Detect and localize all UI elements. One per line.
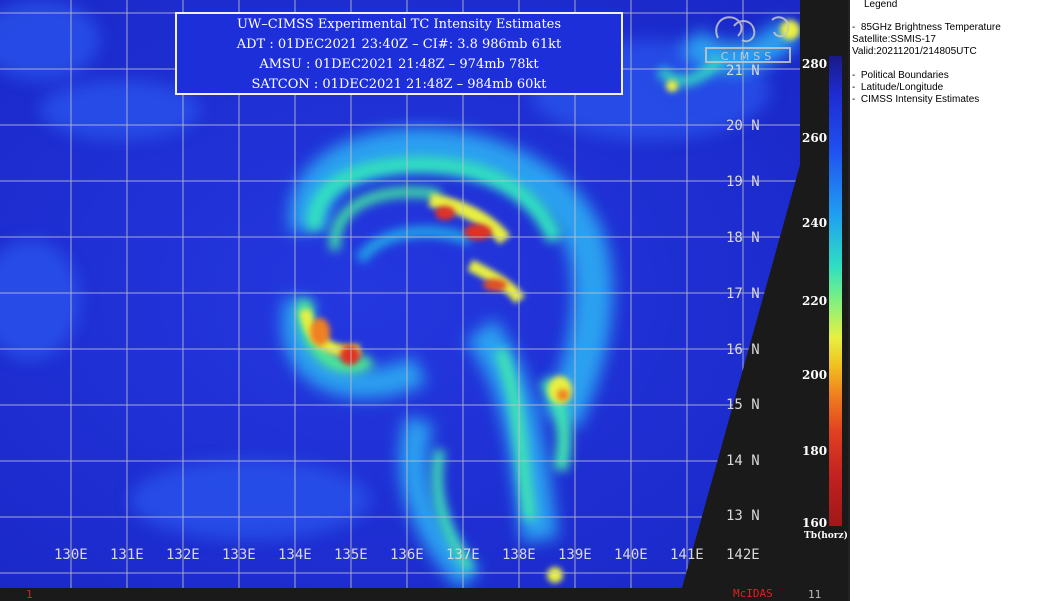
lat-lon-grid xyxy=(0,0,800,588)
colorbar-tick: 220 xyxy=(802,294,828,308)
no-data-swath-edge xyxy=(682,165,800,588)
lon-label: 130E xyxy=(54,547,88,563)
lon-label: 135E xyxy=(334,547,368,563)
longitude-labels: 130E 131E 132E 133E 134E 135E 136E 137E … xyxy=(54,547,760,563)
status-bar xyxy=(0,588,848,601)
satcon-line: SATCON : 01DEC2021 21:48Z – 984mb 60kt xyxy=(251,77,547,92)
colorbar-tick: 180 xyxy=(802,444,828,458)
colorbar xyxy=(829,56,842,526)
software-label: McIDAS xyxy=(733,587,773,600)
adt-line: ADT : 01DEC2021 23:40Z – CI#: 3.8 986mb … xyxy=(236,37,562,52)
lon-label: 140E xyxy=(614,547,648,563)
frame-number: 1 xyxy=(26,588,33,601)
legend-overlay-boundaries: - Political Boundaries xyxy=(852,70,949,81)
colorbar-unit: Tb(horz) xyxy=(804,531,848,541)
corner-number: 11 xyxy=(808,588,822,601)
cimss-logo: CIMSS xyxy=(704,8,800,66)
lon-label: 137E xyxy=(446,547,480,563)
lat-label: 20 N xyxy=(726,118,760,134)
legend-panel: Legend - 85GHz Brightness Temperature Sa… xyxy=(848,0,1052,601)
legend-header: Legend xyxy=(864,0,898,10)
lat-label: 15 N xyxy=(726,397,760,413)
lon-label: 134E xyxy=(278,547,312,563)
amsu-line: AMSU : 01DEC2021 21:48Z – 974mb 78kt xyxy=(259,57,539,72)
colorbar-tick: 160 xyxy=(802,516,828,530)
colorbar-tick: 240 xyxy=(802,216,828,230)
latitude-labels: 21 N 20 N 19 N 18 N 17 N 16 N 15 N 14 N … xyxy=(726,63,760,524)
legend-valid-time: Valid:20211201/214805UTC xyxy=(852,46,977,57)
intensity-estimates-box: UW–CIMSS Experimental TC Intensity Estim… xyxy=(175,12,623,95)
lat-label: 18 N xyxy=(726,230,760,246)
lat-label: 14 N xyxy=(726,453,760,469)
colorbar-tick: 260 xyxy=(802,131,828,145)
lon-label: 138E xyxy=(502,547,536,563)
legend-product: - 85GHz Brightness Temperature xyxy=(852,22,1001,33)
title-line: UW–CIMSS Experimental TC Intensity Estim… xyxy=(236,17,562,32)
lon-label: 141E xyxy=(670,547,704,563)
lat-label: 17 N xyxy=(726,286,760,302)
legend-overlay-intensity: - CIMSS Intensity Estimates xyxy=(852,94,980,105)
colorbar-tick: 200 xyxy=(802,368,828,382)
lon-label: 131E xyxy=(110,547,144,563)
colorbar-panel: 280 260 240 220 200 180 160 Tb(horz) xyxy=(800,0,848,588)
lon-label: 139E xyxy=(558,547,592,563)
lon-label: 142E xyxy=(726,547,760,563)
lat-label: 16 N xyxy=(726,342,760,358)
lon-label: 133E xyxy=(222,547,256,563)
lat-label: 13 N xyxy=(726,508,760,524)
svg-text:CIMSS: CIMSS xyxy=(721,50,775,63)
colorbar-tick: 280 xyxy=(802,57,828,71)
legend-satellite: Satellite:SSMIS-17 xyxy=(852,34,936,45)
lat-label: 19 N xyxy=(726,174,760,190)
satellite-imagery-map: 21 N 20 N 19 N 18 N 17 N 16 N 15 N 14 N … xyxy=(0,0,800,588)
legend-overlay-latlon: - Latitude/Longitude xyxy=(852,82,944,93)
lat-label: 21 N xyxy=(726,63,760,79)
lon-label: 136E xyxy=(390,547,424,563)
lon-label: 132E xyxy=(166,547,200,563)
